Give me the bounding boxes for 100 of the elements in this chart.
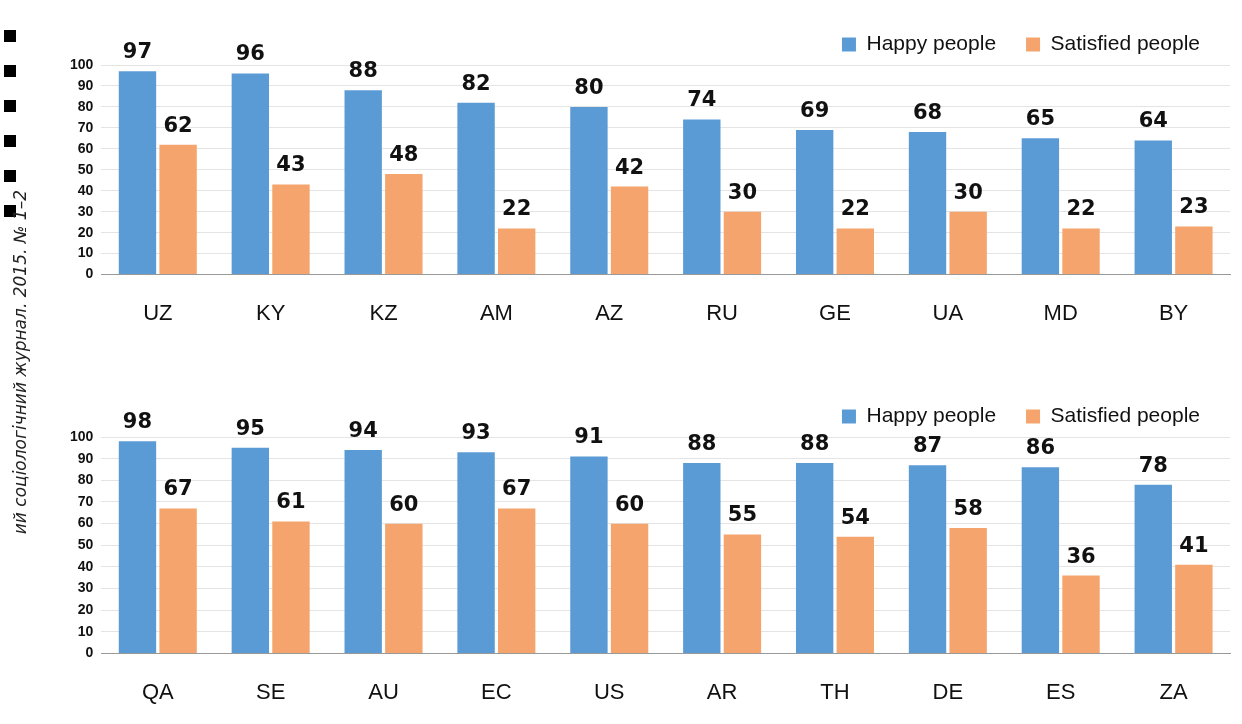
bar — [795, 129, 834, 275]
data-label: 74 — [687, 87, 717, 112]
x-tick-label: AZ — [595, 299, 624, 325]
bar — [231, 447, 270, 654]
bar — [908, 465, 947, 654]
data-label: 67 — [502, 476, 532, 501]
bar — [610, 523, 649, 654]
x-tick-label: ES — [1046, 678, 1076, 704]
data-label: 58 — [953, 495, 983, 520]
data-label: 64 — [1138, 108, 1168, 133]
y-tick-label: 80 — [77, 471, 94, 488]
bar — [949, 527, 987, 654]
data-label: 97 — [122, 39, 153, 64]
bar — [1175, 564, 1213, 654]
bar — [272, 521, 310, 654]
x-tick-label: MD — [1043, 299, 1078, 325]
x-tick-label: ZA — [1159, 678, 1188, 704]
bar — [457, 452, 495, 654]
legend-label: Happy people — [866, 31, 997, 55]
data-label: 91 — [574, 424, 604, 449]
data-label: 88 — [800, 430, 830, 455]
bar — [570, 456, 608, 654]
bar — [836, 536, 874, 654]
data-label: 22 — [502, 196, 532, 221]
data-label: 22 — [840, 196, 870, 221]
data-label: 82 — [461, 70, 491, 95]
y-tick-label: 70 — [77, 118, 94, 135]
y-tick-label: 100 — [70, 55, 94, 72]
data-label: 23 — [1179, 194, 1209, 219]
bar — [118, 71, 157, 275]
y-tick-label: 70 — [77, 492, 94, 509]
bar — [723, 534, 762, 654]
y-tick-label: 40 — [77, 557, 94, 574]
data-label: 30 — [953, 179, 983, 204]
x-tick-label: RU — [706, 299, 738, 325]
data-label: 68 — [912, 100, 943, 125]
bar — [683, 462, 721, 654]
data-label: 65 — [1025, 106, 1056, 131]
x-tick-label: UA — [932, 299, 964, 325]
bar — [1062, 228, 1100, 275]
data-label: 55 — [727, 502, 758, 527]
y-tick-label: 20 — [77, 601, 94, 618]
bar — [570, 106, 608, 275]
y-tick-label: 80 — [77, 97, 94, 114]
y-tick-label: 0 — [85, 265, 94, 282]
x-tick-label: TH — [820, 678, 850, 704]
bar — [385, 173, 423, 275]
data-label: 86 — [1025, 435, 1056, 460]
bar — [385, 523, 423, 654]
bar — [949, 211, 987, 275]
x-tick-label: KY — [255, 299, 286, 325]
data-label: 41 — [1179, 532, 1209, 557]
bar — [344, 90, 382, 275]
data-label: 48 — [389, 141, 419, 166]
bar — [908, 132, 947, 275]
y-tick-label: 90 — [77, 76, 94, 93]
y-tick-label: 100 — [70, 427, 94, 444]
data-label: 87 — [912, 433, 943, 458]
x-tick-label: KZ — [369, 299, 398, 325]
bar — [159, 508, 197, 654]
bar — [1175, 226, 1213, 275]
bar — [683, 119, 721, 275]
x-tick-label: UZ — [143, 299, 173, 325]
data-label: 61 — [276, 489, 306, 514]
bar — [457, 102, 495, 275]
y-tick-label: 60 — [77, 139, 94, 156]
data-label: 80 — [574, 74, 604, 99]
data-label: 98 — [122, 409, 153, 434]
bar — [795, 462, 834, 654]
data-label: 43 — [276, 152, 306, 177]
bar — [498, 228, 536, 275]
x-tick-label: GE — [819, 299, 851, 325]
bar — [344, 450, 382, 654]
bar — [1134, 484, 1172, 654]
y-tick-label: 40 — [77, 181, 94, 198]
y-tick-label: 20 — [77, 223, 94, 240]
y-tick-label: 10 — [77, 244, 94, 261]
bar — [610, 186, 649, 275]
data-label: 88 — [348, 58, 378, 83]
bar — [118, 441, 157, 654]
data-label: 60 — [389, 491, 419, 516]
x-tick-label: AU — [368, 678, 399, 704]
bar — [836, 228, 874, 275]
data-label: 30 — [727, 179, 758, 204]
bar — [231, 73, 270, 275]
x-tick-label: SE — [255, 678, 286, 704]
data-label: 78 — [1138, 452, 1168, 477]
x-tick-label: DE — [932, 678, 964, 704]
x-tick-label: BY — [1158, 299, 1189, 325]
bar — [159, 144, 197, 275]
x-tick-label: QA — [141, 678, 174, 704]
data-label: 22 — [1066, 196, 1096, 221]
data-label: 95 — [235, 415, 265, 440]
data-label: 88 — [687, 430, 717, 455]
x-tick-label: EC — [481, 678, 512, 704]
legend-label: Satisfied people — [1050, 403, 1201, 427]
bar — [1134, 140, 1172, 275]
y-tick-label: 10 — [77, 622, 94, 639]
bar — [723, 211, 762, 275]
data-label: 69 — [800, 97, 830, 122]
